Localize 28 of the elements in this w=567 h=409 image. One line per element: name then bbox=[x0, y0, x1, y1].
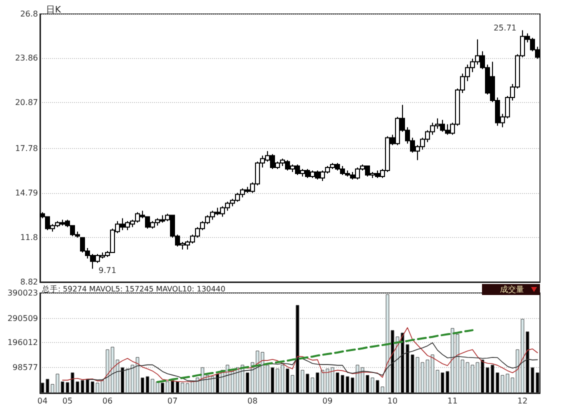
x-tick-label: 10 bbox=[387, 396, 398, 406]
y-tick-label: 23.86 bbox=[15, 53, 38, 62]
x-tick-label: 09 bbox=[322, 396, 333, 406]
panel-tab: 成交量 bbox=[482, 284, 540, 295]
line-series bbox=[156, 329, 474, 383]
y-tick-label: 11.8 bbox=[20, 233, 38, 242]
x-tick-label: 11 bbox=[447, 396, 458, 406]
y-tick-label: 26.8 bbox=[20, 10, 38, 18]
x-tick-label: 08 bbox=[247, 396, 258, 406]
x-tick-label: 12 bbox=[517, 396, 528, 406]
annotation: 成交量 bbox=[500, 285, 524, 294]
y-tick-label: 196012 bbox=[7, 338, 38, 348]
y-tick-label: 20.87 bbox=[15, 98, 38, 107]
x-tick-label: 06 bbox=[102, 396, 113, 406]
y-tick-label: 290509 bbox=[7, 314, 38, 324]
y-tick-label: 98577 bbox=[12, 363, 38, 372]
chart-title: 日K bbox=[46, 6, 62, 16]
line-series bbox=[62, 327, 538, 382]
annotation: 25.71 bbox=[494, 24, 516, 33]
y-tick-label: 390023 bbox=[7, 288, 38, 298]
line-series bbox=[87, 342, 538, 382]
x-tick-label: 05 bbox=[62, 396, 73, 406]
x-tick-label: 04 bbox=[37, 396, 48, 406]
y-tick-label: 14.79 bbox=[15, 188, 38, 198]
y-tick-label: 17.78 bbox=[15, 144, 38, 153]
y-tick-label: 8.82 bbox=[20, 278, 38, 286]
annotation: 9.71 bbox=[98, 266, 116, 276]
x-tick-label: 07 bbox=[167, 396, 178, 406]
